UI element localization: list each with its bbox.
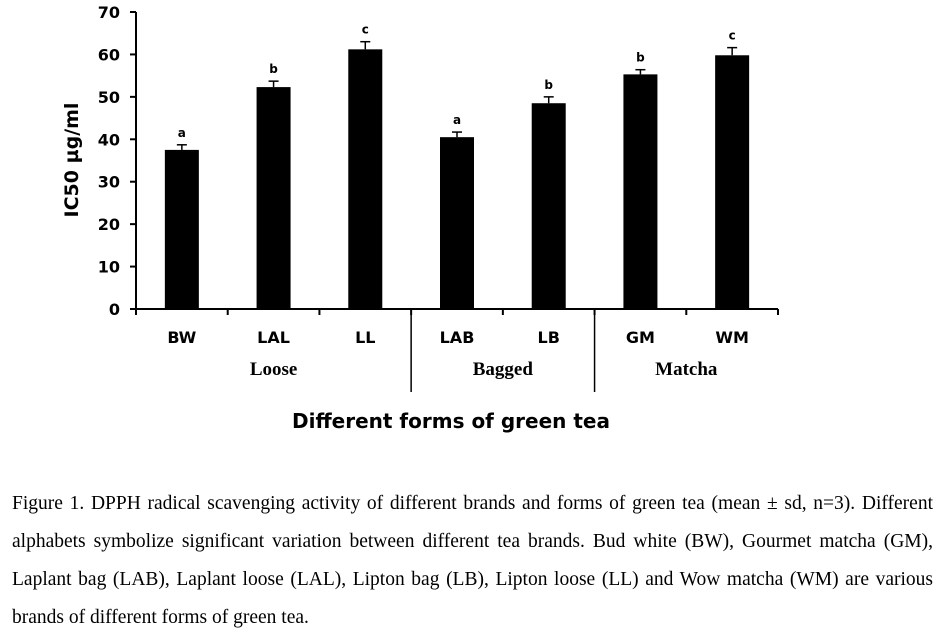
bar-wm <box>715 55 750 309</box>
x-tick-label: WM <box>715 328 749 347</box>
y-axis-ticks: 0 10 20 30 40 50 60 70 <box>98 3 136 319</box>
y-tick-label: 30 <box>98 173 120 192</box>
x-tick-label: GM <box>626 328 655 347</box>
significance-label: c <box>729 29 736 43</box>
x-tick-label: LAL <box>257 328 290 347</box>
y-axis-label: IC50 µg/ml <box>61 103 83 218</box>
bar-chart: 0 10 20 30 40 50 60 70 a b c a b b c BW LAL LL LAB LB GM WM… <box>61 3 779 433</box>
bar-lal <box>256 87 291 309</box>
significance-label: b <box>544 78 553 92</box>
group-separators <box>410 309 596 392</box>
x-axis-label: Different forms of green tea <box>292 409 610 433</box>
figure-caption: Figure 1. DPPH radical scavenging activi… <box>12 493 933 628</box>
group-labels: Loose Bagged Matcha <box>250 359 718 380</box>
significance-labels: a b c a b b c <box>178 23 736 140</box>
group-label-loose: Loose <box>250 359 298 380</box>
significance-label: b <box>636 51 645 65</box>
x-axis-tick-labels: BW LAL LL LAB LB GM WM <box>135 309 779 347</box>
bar-gm <box>623 74 658 310</box>
significance-label: c <box>362 23 369 37</box>
error-bars <box>176 40 738 150</box>
group-label-bagged: Bagged <box>473 359 534 380</box>
significance-label: a <box>453 113 461 127</box>
x-tick-label: LB <box>538 328 560 347</box>
group-label-matcha: Matcha <box>655 359 718 380</box>
x-tick-label: LAB <box>440 328 475 347</box>
bar-lb <box>531 103 566 309</box>
bar-lab <box>440 137 474 309</box>
significance-label: b <box>269 62 278 76</box>
bar-series <box>164 49 750 310</box>
bar-bw <box>164 149 199 309</box>
y-tick-label: 10 <box>98 258 120 277</box>
y-tick-label: 70 <box>98 3 120 22</box>
y-tick-label: 50 <box>98 88 120 107</box>
y-tick-label: 60 <box>98 45 120 64</box>
x-tick-label: BW <box>167 328 196 347</box>
y-tick-label: 40 <box>98 130 120 149</box>
y-tick-label: 20 <box>98 215 120 234</box>
y-tick-label: 0 <box>109 300 120 319</box>
bar-ll <box>348 49 383 309</box>
x-tick-label: LL <box>355 328 375 347</box>
significance-label: a <box>178 126 186 140</box>
